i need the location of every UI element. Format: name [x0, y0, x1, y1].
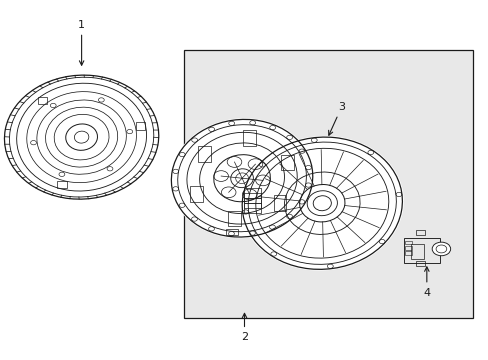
Ellipse shape [313, 196, 331, 211]
Ellipse shape [170, 118, 314, 238]
FancyBboxPatch shape [183, 50, 472, 318]
Text: 2: 2 [241, 313, 247, 342]
Ellipse shape [240, 136, 403, 271]
Text: 3: 3 [328, 102, 345, 135]
Text: 1: 1 [78, 19, 85, 65]
Ellipse shape [306, 191, 337, 216]
Ellipse shape [431, 242, 450, 256]
Ellipse shape [435, 245, 446, 253]
Text: 4: 4 [423, 267, 429, 297]
